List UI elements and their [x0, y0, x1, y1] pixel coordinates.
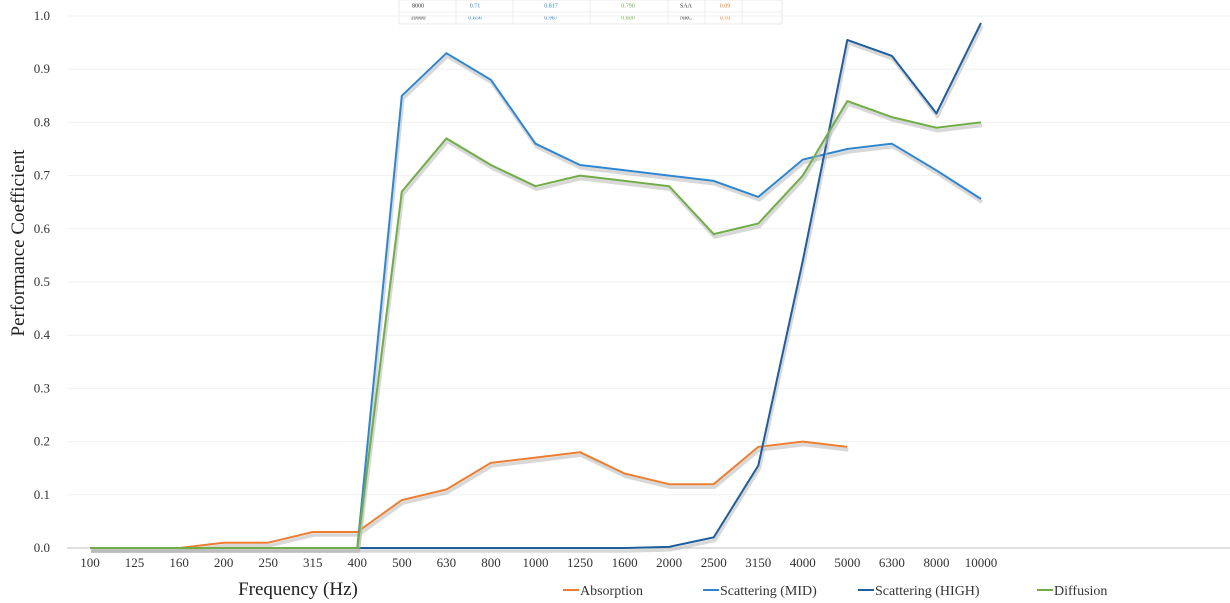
legend-label: Scattering (HIGH) [875, 584, 980, 599]
y-tick-label: 0.1 [34, 487, 50, 502]
y-tick-label: 0.7 [34, 168, 51, 183]
x-tick-label: 800 [481, 555, 501, 570]
x-tick-label: 200 [214, 555, 234, 570]
series-line-scattering-mid [90, 52, 982, 549]
x-tick-label: 6300 [879, 555, 905, 570]
series-shadow [91, 54, 983, 553]
table-cell-label: SAA [680, 4, 693, 10]
x-tick-label: 5000 [834, 555, 860, 570]
x-tick-label: 400 [348, 555, 368, 570]
legend-label: Diffusion [1054, 584, 1107, 599]
x-tick-label: 2000 [656, 555, 682, 570]
y-tick-label: 1.0 [34, 8, 50, 23]
x-tick-label: 1000 [523, 555, 549, 570]
x-tick-label: 1600 [612, 555, 638, 570]
x-tick-label: 100 [80, 555, 100, 570]
table-cell-high: 0.987 [544, 16, 558, 22]
y-tick-label: 0.6 [34, 221, 51, 236]
x-tick-label: 2500 [701, 555, 727, 570]
gridlines [67, 15, 1230, 549]
table-cell-mid: 0.71 [470, 4, 481, 10]
series-lines [90, 22, 984, 553]
series-line-absorption [90, 440, 848, 549]
table-cell-value: 0.09 [720, 4, 731, 10]
x-tick-label: 3150 [745, 555, 771, 570]
x-tick-label: 315 [303, 555, 323, 570]
series-line-diffusion [90, 100, 982, 549]
legend: Absorption Scattering (MID) Scattering (HI… [563, 584, 1107, 599]
series-shadow [91, 102, 983, 553]
data-table-fragment: 8000 0.71 0.817 0.790 SAA 0.09 10000 0.656 0.987… [398, 0, 783, 25]
series-shadow [91, 442, 849, 553]
y-axis-title: Performance Coefficient [8, 149, 29, 337]
x-tick-label: 630 [437, 555, 457, 570]
y-tick-label: 0.3 [34, 380, 50, 395]
table-cell-diff: 0.800 [621, 16, 635, 22]
x-tick-label: 125 [125, 555, 145, 570]
table-cell-freq: 10000 [411, 16, 426, 22]
legend-label: Absorption [580, 584, 643, 599]
table-cell-freq: 8000 [412, 4, 424, 10]
y-tick-labels: 0.0 0.1 0.2 0.3 0.4 0.5 0.6 0.7 0.8 0.9 1.0 [34, 8, 51, 555]
table-cell-diff: 0.790 [621, 4, 635, 10]
y-tick-label: 0.2 [34, 434, 50, 449]
x-tick-label: 160 [169, 555, 189, 570]
y-tick-label: 0.4 [34, 327, 51, 342]
table-cell-value: 0.10 [720, 16, 731, 22]
table-cell-label: NRC [680, 16, 692, 22]
y-tick-label: 0.8 [34, 114, 50, 129]
x-tick-labels: 100 125 160 200 250 315 400 500 630 800 1000 1250 16… [80, 555, 997, 570]
x-tick-label: 250 [258, 555, 278, 570]
x-tick-label: 1250 [567, 555, 593, 570]
x-tick-label: 8000 [923, 555, 949, 570]
x-tick-label: 4000 [790, 555, 816, 570]
y-tick-label: 0.0 [34, 540, 50, 555]
y-tick-label: 0.5 [34, 274, 50, 289]
y-tick-label: 0.9 [34, 61, 50, 76]
x-tick-label: 500 [392, 555, 412, 570]
table-cell-mid: 0.656 [468, 16, 482, 22]
x-tick-label: 10000 [965, 555, 998, 570]
legend-label: Scattering (MID) [720, 584, 817, 599]
table-cell-high: 0.817 [544, 4, 558, 10]
x-axis-title: Frequency (Hz) [238, 579, 358, 600]
